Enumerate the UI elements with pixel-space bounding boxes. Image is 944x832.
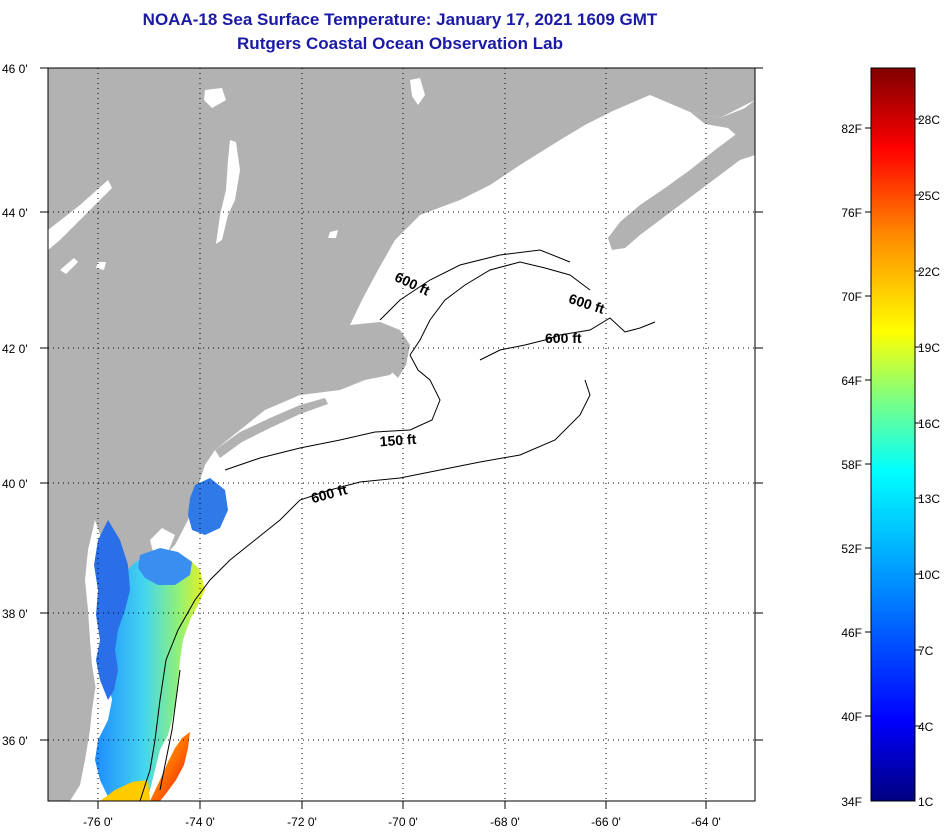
colorbar-c-label: 13C [918,492,940,506]
colorbar-c-label: 19C [918,341,940,355]
sst-cold-nj-coast [188,478,228,535]
colorbar-f-label: 76F [841,206,862,220]
lat-label: 42 0' [2,342,28,356]
latitude-labels: 46 0' 44 0' 42 0' 40 0' 38 0' 36 0' [2,62,28,748]
longitude-labels: -76 0' -74 0' -72 0' -70 0' -68 0' -66 0… [83,815,721,829]
lon-label: -72 0' [287,815,317,829]
colorbar-f-label: 70F [841,290,862,304]
lat-label: 46 0' [2,62,28,76]
isobath-lines [139,249,656,801]
lat-label: 40 0' [2,477,28,491]
colorbar-c-label: 10C [918,568,940,582]
isobath-150ft [159,669,181,791]
lon-label: -76 0' [83,815,113,829]
colorbar-f-label: 58F [841,458,862,472]
lon-label: -74 0' [185,815,215,829]
lon-label: -68 0' [490,815,520,829]
colorbar-f-label: 64F [841,374,862,388]
nova-scotia-landmass [608,125,755,250]
inland-lake [204,88,226,108]
isobath-600ft [559,317,656,336]
sst-cold-inshore [94,520,130,700]
inland-lake [60,258,78,274]
long-island [215,398,328,458]
chart-title: NOAA-18 Sea Surface Temperature: January… [142,10,658,29]
map-frame [47,67,756,802]
colorbar-celsius-labels: 28C 25C 22C 19C 16C 13C 10C 7C 4C 1C [918,113,940,809]
lat-label: 44 0' [2,206,28,220]
lon-label: -66 0' [591,815,621,829]
isobath-600ft [479,334,561,361]
isobath-600ft [139,379,591,801]
colorbar-f-label: 52F [841,542,862,556]
sst-gulf-stream [150,732,190,801]
colorbar-f-label: 82F [841,122,862,136]
lon-label: -64 0' [691,815,721,829]
colorbar-f-label: 34F [841,795,862,809]
lat-label: 38 0' [2,607,28,621]
isobath-label: 600 ft [545,330,582,346]
isobath-150ft [224,261,591,471]
chart-subtitle: Rutgers Coastal Ocean Observation Lab [237,34,563,53]
colorbar-c-label: 16C [918,417,940,431]
inland-lake [328,230,338,238]
lake-ontario-edge [48,180,112,250]
axis-ticks [40,67,763,809]
bay-of-fundy [570,100,705,195]
lat-label: 36 0' [2,734,28,748]
sst-cold-delmarva [138,548,192,585]
colorbar-f-label: 40F [841,710,862,724]
colorbar-c-label: 28C [918,113,940,127]
lon-label: -70 0' [388,815,418,829]
colorbar-c-label: 4C [918,720,934,734]
us-landmass [48,68,755,801]
colorbar-f-label: 46F [841,626,862,640]
colorbar-c-label: 1C [918,795,934,809]
isobath-600ft [379,249,571,321]
cape-breton-landmass [690,100,755,150]
sst-warm-south [100,780,150,801]
moosehead-lake [410,78,425,105]
colorbar-c-label: 7C [918,644,934,658]
isobath-label: 150 ft [379,431,417,450]
colorbar-fahrenheit-labels: 82F 76F 70F 64F 58F 52F 46F 40F 34F [841,122,862,809]
colorbar-c-label: 25C [918,189,940,203]
temperature-colorbar [870,67,916,802]
cape-cod [350,322,410,378]
colorbar-c-label: 22C [918,265,940,279]
colorbar-ticks [865,118,921,727]
lake-champlain [216,140,240,244]
graticule [48,68,755,801]
